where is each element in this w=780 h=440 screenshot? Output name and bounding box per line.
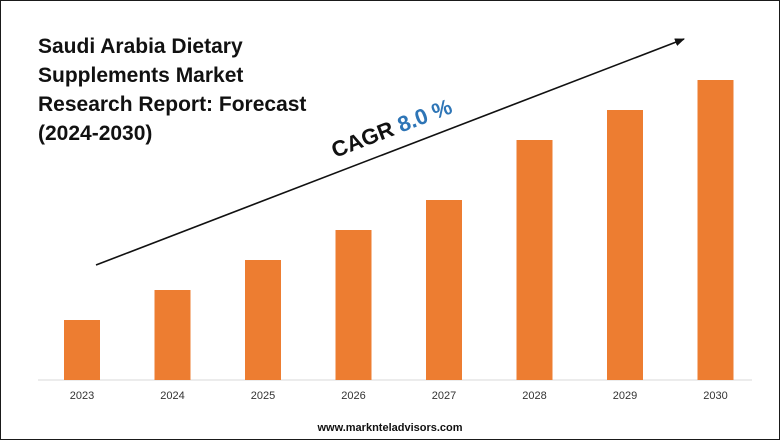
bar-2023	[64, 320, 100, 380]
cagr-annotation: CAGR8.0 %	[328, 94, 456, 163]
x-tick-label-2029: 2029	[613, 390, 637, 402]
bar-2027	[426, 200, 462, 380]
cagr-label: CAGR	[328, 116, 398, 163]
bar-2024	[154, 290, 191, 380]
cagr-arrow	[95, 38, 685, 266]
cagr-trend: CAGR8.0 %	[95, 38, 685, 266]
chart-title: Saudi Arabia Dietary Supplements Market …	[38, 35, 307, 145]
x-tick-labels: 2023 2024 2025 2026 2027 2028 2029 2030	[70, 390, 728, 402]
x-tick-label-2024: 2024	[160, 390, 184, 402]
footer-website: www.marknteladvisors.com	[317, 422, 463, 434]
x-tick-label-2030: 2030	[703, 390, 727, 402]
bar-2028	[516, 140, 553, 380]
bars-group	[64, 80, 734, 380]
x-tick-label-2027: 2027	[432, 390, 456, 402]
bar-2026	[335, 230, 372, 380]
bar-2029	[607, 110, 643, 380]
x-tick-label-2023: 2023	[70, 390, 94, 402]
bar-2025	[245, 260, 281, 380]
x-tick-label-2026: 2026	[341, 390, 365, 402]
bar-2030	[697, 80, 734, 380]
x-tick-label-2025: 2025	[251, 390, 275, 402]
x-tick-label-2028: 2028	[522, 390, 546, 402]
